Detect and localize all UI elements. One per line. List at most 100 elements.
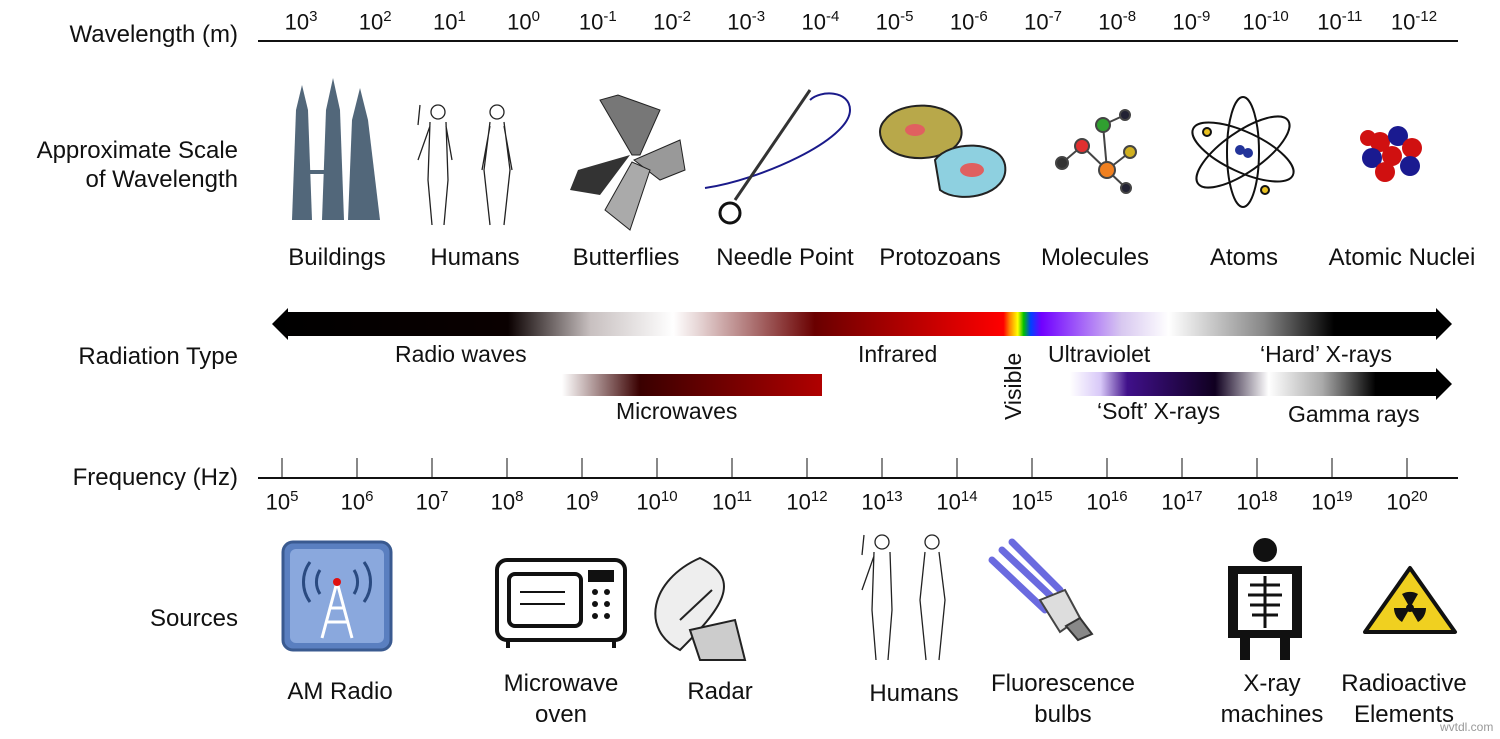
tick-label: 1013: [861, 488, 902, 515]
wavelength-axis-label: Wavelength (m): [69, 21, 239, 48]
tick-base: 10: [727, 9, 752, 35]
tick-exponent: 6: [365, 488, 374, 505]
tick-exponent: -7: [1048, 8, 1062, 25]
infrared-label: Infrared: [858, 341, 938, 367]
visible-label: Visible: [1000, 352, 1026, 420]
tick-label: 10-6: [950, 8, 988, 35]
tick-label: 105: [266, 488, 299, 515]
microwave-icon: [495, 558, 627, 648]
scale-caption: Butterflies: [572, 244, 680, 271]
tick-label: 102: [359, 8, 392, 35]
tick-label: 1018: [1236, 488, 1277, 515]
ultraviolet-label: Ultraviolet: [1048, 341, 1151, 367]
scale-caption: Atomic Nuclei: [1328, 244, 1476, 271]
tick-label: 107: [416, 488, 449, 515]
microwaves-bar: [562, 374, 822, 396]
tick-exponent: -6: [974, 8, 988, 25]
humans-icon: [417, 104, 513, 226]
tick-exponent: -11: [1341, 8, 1363, 25]
tick-label: 100: [507, 8, 540, 35]
scale-caption: Atoms: [1209, 244, 1279, 271]
main-spectrum-arrow: [272, 308, 1452, 340]
tick-label: 10-3: [727, 8, 765, 35]
scale-caption: Humans: [430, 244, 520, 271]
tick-base: 10: [1161, 489, 1186, 515]
tick-base: 10: [565, 489, 591, 515]
tick-exponent: 7: [440, 488, 449, 505]
tick-label: 10-1: [579, 8, 617, 35]
tick-exponent: -5: [900, 8, 914, 25]
radio-waves-label: Radio waves: [395, 341, 527, 367]
tick-base: 10: [284, 9, 310, 35]
microwaves-label: Microwaves: [616, 398, 738, 424]
tick-exponent: -10: [1266, 8, 1289, 25]
tick-base: 10: [340, 489, 366, 515]
tick-base: 10: [875, 9, 901, 35]
tick-base: 10: [1386, 489, 1411, 515]
soft-xrays-label: ‘Soft’ X-rays: [1097, 398, 1221, 424]
radiation-row-label: Radiation Type: [78, 343, 238, 370]
tick-exponent: 5: [290, 488, 299, 505]
butterfly-icon: [570, 94, 686, 231]
tick-base: 10: [358, 9, 384, 35]
tick-label: 1010: [636, 488, 677, 515]
tick-base: 10: [1236, 489, 1261, 515]
tick-exponent: 15: [1035, 488, 1053, 505]
tick-exponent: 20: [1410, 488, 1428, 505]
tick-base: 10: [936, 489, 961, 515]
tick-label: 1016: [1086, 488, 1127, 515]
tick-exponent: -3: [751, 8, 766, 25]
tick-label: 10-9: [1172, 8, 1210, 35]
molecule-icon: [1055, 109, 1137, 194]
tick-exponent: 8: [515, 488, 524, 505]
tick-exponent: -8: [1122, 8, 1137, 25]
tick-exponent: 2: [383, 8, 392, 25]
tick-label: 109: [566, 488, 599, 515]
tick-base: 10: [1317, 9, 1342, 35]
humans-icon: [861, 534, 946, 661]
tick-base: 10: [490, 489, 516, 515]
tick-exponent: 10: [660, 488, 678, 505]
tick-base: 10: [1011, 489, 1036, 515]
scale-icons: [292, 78, 1422, 231]
wavelength-axis: [258, 40, 1458, 42]
tick-base: 10: [636, 489, 661, 515]
tick-label: 1015: [1011, 488, 1052, 515]
tick-label: 10-8: [1098, 8, 1136, 35]
watermark: wvtdl.com: [1440, 720, 1494, 734]
xray-machine-icon: [1228, 538, 1302, 660]
source-caption: AM Radio: [287, 678, 393, 705]
tick-base: 10: [949, 9, 975, 35]
tick-label: 1017: [1161, 488, 1202, 515]
tick-exponent: 19: [1335, 488, 1353, 505]
tick-base: 10: [1242, 9, 1267, 35]
tick-label: 101: [433, 8, 466, 35]
spectrum-bars: [272, 308, 1452, 400]
source-caption: X-ray machines: [1220, 670, 1324, 728]
buildings-icon: [292, 78, 380, 220]
soft-xray-gamma-arrow: [1070, 368, 1452, 400]
tick-base: 10: [578, 9, 604, 35]
tick-exponent: 12: [810, 488, 828, 505]
tick-base: 10: [1024, 9, 1049, 35]
scale-row-label: Approximate Scale of Wavelength: [36, 137, 238, 193]
tick-exponent: 16: [1110, 488, 1128, 505]
tick-label: 1011: [712, 488, 752, 515]
tick-label: 10-4: [801, 8, 839, 35]
source-caption: Radar: [687, 678, 753, 705]
protozoa-icon: [879, 104, 1007, 198]
nucleus-icon: [1360, 126, 1422, 182]
source-caption: Radioactive Elements: [1341, 670, 1467, 728]
tick-label: 10-12: [1391, 8, 1437, 35]
tick-exponent: -12: [1415, 8, 1438, 25]
tick-base: 10: [861, 489, 886, 515]
scale-caption: Protozoans: [879, 244, 1001, 271]
tick-exponent: 1: [457, 8, 466, 25]
tick-label: 10-7: [1024, 8, 1062, 35]
tick-exponent: 3: [309, 8, 318, 25]
radio-tower-icon: [281, 540, 393, 652]
tick-base: 10: [786, 489, 811, 515]
tick-exponent: -1: [603, 8, 617, 25]
tick-exponent: 0: [531, 8, 541, 25]
tick-label: 108: [491, 488, 524, 515]
